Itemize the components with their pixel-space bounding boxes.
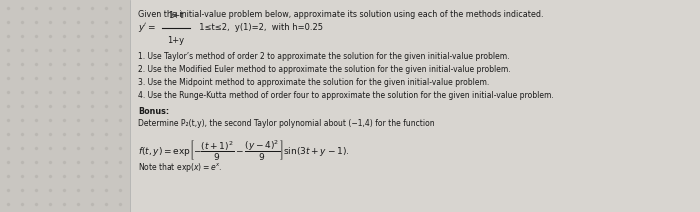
Text: 1+t: 1+t bbox=[168, 11, 183, 20]
Text: 4. Use the Runge-Kutta method of order four to approximate the solution for the : 4. Use the Runge-Kutta method of order f… bbox=[138, 91, 554, 100]
Text: 3. Use the Midpoint method to approximate the solution for the given initial-val: 3. Use the Midpoint method to approximat… bbox=[138, 78, 489, 87]
Text: 1. Use Taylor’s method of order 2 to approximate the solution for the given init: 1. Use Taylor’s method of order 2 to app… bbox=[138, 52, 510, 61]
Text: Bonus:: Bonus: bbox=[138, 107, 169, 116]
Text: 2. Use the Modified Euler method to approximate the solution for the given initi: 2. Use the Modified Euler method to appr… bbox=[138, 65, 510, 74]
Text: $f(t,y)=\exp\!\left[-\dfrac{(t+1)^2}{9}-\dfrac{(y-4)^2}{9}\right]\sin(3t+y-1).$: $f(t,y)=\exp\!\left[-\dfrac{(t+1)^2}{9}-… bbox=[138, 139, 349, 163]
Bar bbox=[0, 0, 130, 212]
Text: Given the initial-value problem below, approximate its solution using each of th: Given the initial-value problem below, a… bbox=[138, 10, 543, 19]
Text: Determine P₂(t,y), the second Taylor polynomial about (−1,4) for the function: Determine P₂(t,y), the second Taylor pol… bbox=[138, 119, 435, 128]
Text: $y'=$: $y'=$ bbox=[138, 21, 156, 35]
Text: 1≤t≤2,  y(1)=2,  with h=0.25: 1≤t≤2, y(1)=2, with h=0.25 bbox=[194, 24, 323, 32]
Text: Note that $\mathrm{exp}(x)=e^x.$: Note that $\mathrm{exp}(x)=e^x.$ bbox=[138, 161, 223, 174]
Text: 1+y: 1+y bbox=[167, 36, 185, 45]
